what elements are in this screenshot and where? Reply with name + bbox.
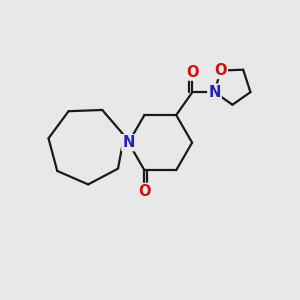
Text: O: O [186, 64, 199, 80]
Text: O: O [214, 63, 227, 78]
Text: O: O [138, 184, 151, 199]
Text: N: N [122, 135, 135, 150]
Text: N: N [208, 85, 221, 100]
